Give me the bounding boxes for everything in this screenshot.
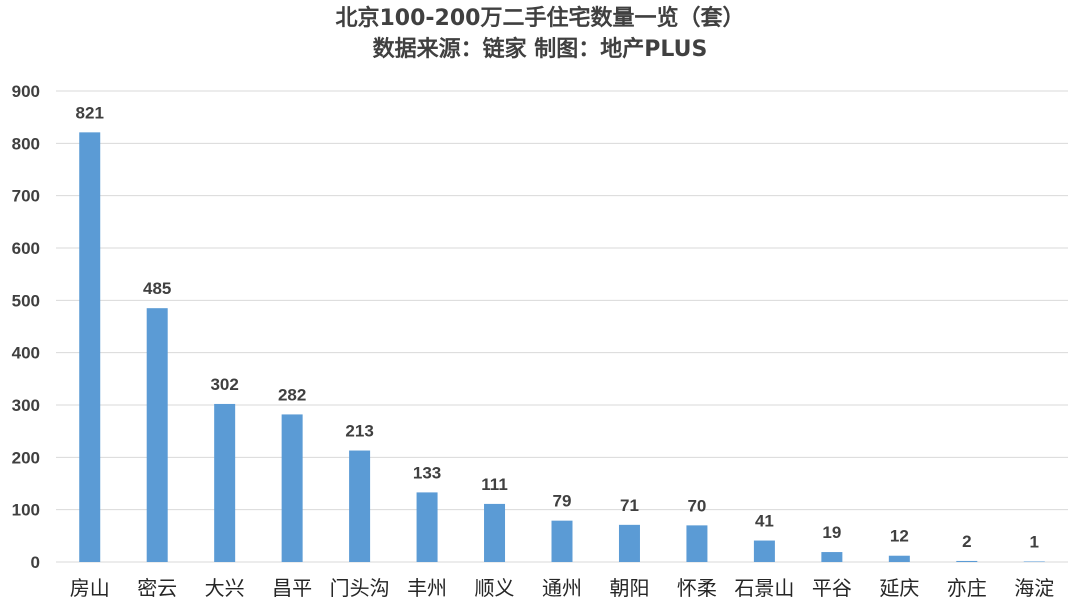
bar — [281, 414, 303, 562]
chart-title: 北京100-200万二手住宅数量一览（套） — [336, 5, 745, 31]
bar — [821, 552, 843, 562]
bar — [484, 503, 506, 562]
bar — [1023, 561, 1045, 562]
x-tick-label: 顺义 — [475, 576, 515, 600]
y-tick-label: 500 — [12, 291, 40, 310]
bar — [686, 525, 708, 562]
bar — [146, 308, 168, 562]
bar — [79, 132, 101, 563]
data-label: 821 — [76, 103, 104, 122]
x-tick-label: 房山 — [70, 576, 110, 600]
bar — [618, 524, 640, 562]
y-tick-label: 700 — [12, 187, 40, 206]
y-tick-label: 800 — [12, 134, 40, 153]
x-tick-label: 怀柔 — [677, 576, 717, 600]
data-label: 302 — [210, 375, 238, 394]
data-label: 79 — [553, 492, 572, 511]
x-tick-label: 昌平 — [272, 576, 312, 600]
x-tick-label: 密云 — [137, 576, 177, 600]
data-label: 70 — [687, 496, 706, 515]
data-label: 1 — [1030, 532, 1039, 551]
bar — [214, 403, 236, 562]
bar — [888, 555, 910, 562]
bar — [753, 540, 775, 562]
bar — [349, 450, 371, 562]
data-labels: 821 485 302 282 213 133 111 79 71 70 41 19 12 2 1 — [76, 103, 1039, 551]
data-label: 2 — [962, 532, 971, 551]
x-tick-label: 门头沟 — [330, 576, 390, 600]
x-tick-label: 石景山 — [734, 576, 794, 600]
x-tick-label: 延庆 — [879, 576, 919, 600]
data-label: 133 — [413, 463, 441, 482]
x-tick-label: 平谷 — [812, 576, 852, 600]
y-tick-label: 100 — [12, 501, 40, 520]
x-tick-label: 亦庄 — [947, 576, 987, 600]
bars — [79, 132, 1045, 563]
x-axis-ticks: 房山 密云 大兴 昌平 门头沟 丰州 顺义 通州 朝阳 怀柔 石景山 平谷 延庆 亦庄 海淀 — [70, 576, 1055, 600]
y-tick-label: 400 — [12, 344, 40, 363]
data-label: 282 — [278, 385, 306, 404]
y-tick-label: 900 — [12, 82, 40, 101]
data-label: 213 — [345, 422, 373, 441]
x-tick-label: 通州 — [542, 576, 582, 600]
x-tick-label: 丰州 — [407, 576, 447, 600]
bar — [956, 560, 978, 562]
y-tick-label: 300 — [12, 396, 40, 415]
data-label: 111 — [481, 475, 508, 494]
data-label: 12 — [890, 527, 909, 546]
y-tick-label: 0 — [31, 553, 40, 572]
y-axis-ticks: 0 100 200 300 400 500 600 700 800 900 — [12, 82, 40, 572]
bar — [416, 492, 438, 562]
y-tick-label: 600 — [12, 239, 40, 258]
bar — [551, 520, 573, 562]
y-tick-label: 200 — [12, 448, 40, 467]
data-label: 19 — [822, 523, 841, 542]
x-tick-label: 大兴 — [205, 576, 245, 600]
data-label: 485 — [143, 279, 171, 298]
x-tick-label: 朝阳 — [609, 576, 649, 600]
x-tick-label: 海淀 — [1014, 576, 1054, 600]
data-label: 71 — [620, 496, 639, 515]
chart-subtitle: 数据来源：链家 制图：地产PLUS — [373, 36, 708, 62]
data-label: 41 — [755, 512, 774, 531]
